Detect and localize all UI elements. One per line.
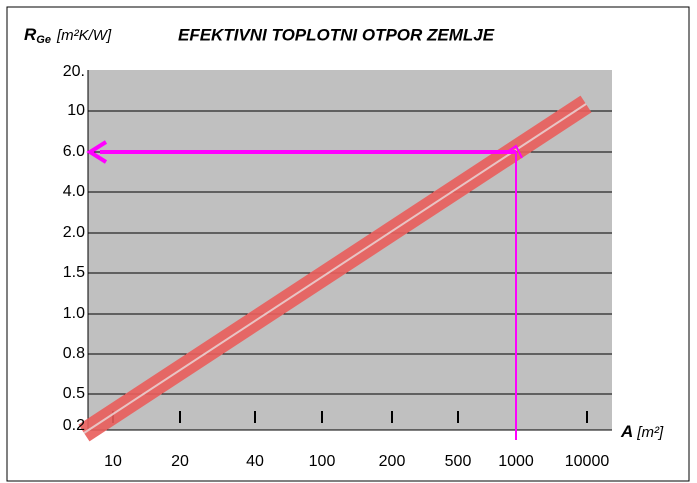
x-tick-label: 10 [104, 453, 122, 470]
y-unit: [m²K/W] [56, 27, 112, 44]
y-tick-label: 1.5 [63, 264, 85, 281]
plot-area [78, 70, 612, 442]
x-tick-label: 40 [246, 453, 264, 470]
band-center [83, 103, 587, 434]
x-unit: [m²] [636, 424, 664, 441]
y-tick-label: 2.0 [63, 224, 85, 241]
arrow-head-small [506, 144, 523, 159]
y-tick-label: 4.0 [63, 183, 85, 200]
chart-title: EFEKTIVNI TOPLOTNI OTPOR ZEMLJE [178, 25, 495, 44]
x-tick-label: 10000 [565, 453, 610, 470]
x-tick-label: 200 [379, 453, 406, 470]
x-axis-label: A [m²] [620, 422, 664, 441]
x-tick-label: 20 [171, 453, 189, 470]
y-subscript: Ge [36, 34, 51, 46]
y-tick-label: 10 [67, 102, 85, 119]
y-tick-label: 6.0 [63, 143, 85, 160]
x-symbol: A [620, 422, 633, 441]
x-tick-label: 500 [445, 453, 472, 470]
arrow-head [86, 140, 108, 164]
y-tick-label: 0.8 [63, 345, 85, 362]
y-tick-label: 0.5 [63, 385, 85, 402]
y-symbol: R [24, 25, 37, 44]
y-tick-label: 0.2 [63, 417, 85, 434]
x-tick-label: 100 [309, 453, 336, 470]
x-tick-label: 1000 [498, 453, 534, 470]
y-tick-label: 20. [63, 63, 85, 80]
y-axis-label: RGe [m²K/W] [24, 25, 112, 45]
y-tick-label: 1.0 [63, 305, 85, 322]
